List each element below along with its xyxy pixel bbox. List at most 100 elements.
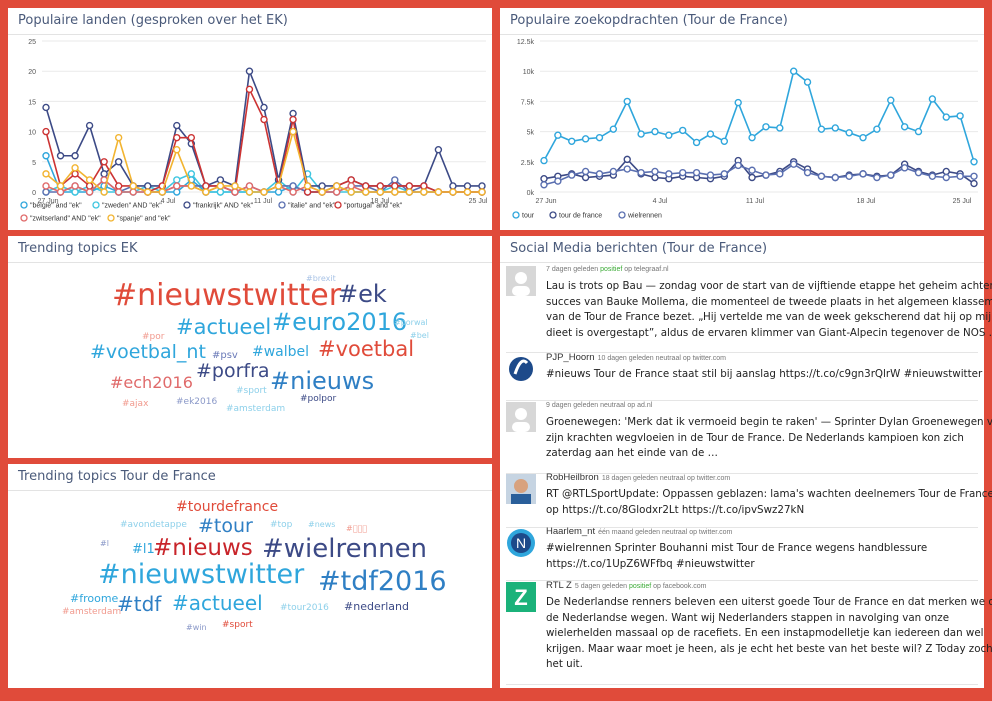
post-author[interactable]: RobHeilbron	[546, 472, 599, 483]
data-point[interactable]	[42, 127, 50, 136]
data-point[interactable]	[71, 164, 79, 172]
data-point[interactable]	[478, 188, 486, 196]
data-point[interactable]	[391, 188, 399, 196]
hashtag-word[interactable]: #nederland	[344, 600, 409, 613]
hashtag-word[interactable]: #ech2016	[110, 373, 193, 392]
post-author[interactable]: PJP_Hoorn	[546, 352, 595, 363]
data-point[interactable]	[144, 182, 152, 190]
social-post[interactable]: PJP_Hoorn 10 dagen geleden neutraal op tw…	[506, 352, 982, 401]
hashtag-word[interactable]: #nieuwstwitter	[98, 559, 305, 590]
data-point[interactable]	[942, 167, 950, 176]
hashtag-word[interactable]: #nieuws	[270, 367, 375, 395]
data-point[interactable]	[173, 146, 181, 154]
data-point[interactable]	[187, 182, 196, 190]
data-point[interactable]	[42, 170, 50, 178]
data-point[interactable]	[776, 170, 784, 178]
data-point[interactable]	[216, 188, 225, 196]
data-point[interactable]	[970, 158, 978, 166]
data-point[interactable]	[463, 182, 472, 190]
data-point[interactable]	[42, 188, 50, 196]
data-point[interactable]	[318, 182, 326, 190]
data-point[interactable]	[376, 188, 384, 196]
data-point[interactable]	[748, 173, 756, 182]
legend-label[interactable]: "spanje" and "ek"	[117, 216, 171, 223]
data-point[interactable]	[85, 182, 94, 190]
data-point[interactable]	[581, 173, 590, 182]
data-point[interactable]	[679, 126, 687, 135]
data-point[interactable]	[873, 125, 881, 133]
data-point[interactable]	[720, 137, 729, 145]
data-point[interactable]	[762, 171, 770, 179]
data-point[interactable]	[956, 112, 964, 120]
data-point[interactable]	[734, 161, 742, 170]
data-point[interactable]	[831, 124, 839, 132]
data-point[interactable]	[692, 168, 701, 177]
data-point[interactable]	[478, 182, 486, 190]
data-point[interactable]	[85, 121, 94, 130]
hashtag-word[interactable]: #tour	[198, 515, 253, 537]
data-point[interactable]	[637, 130, 645, 138]
data-point[interactable]	[900, 123, 909, 131]
data-point[interactable]	[568, 171, 576, 179]
data-point[interactable]	[679, 168, 687, 177]
hashtag-word[interactable]: #psv	[212, 350, 238, 361]
hashtag-word[interactable]: #tdf	[117, 592, 162, 616]
data-point[interactable]	[845, 172, 853, 180]
legend-label[interactable]: tour de france	[559, 213, 602, 220]
data-point[interactable]	[289, 109, 297, 118]
data-point[interactable]	[391, 176, 399, 184]
data-point[interactable]	[623, 165, 631, 173]
data-point[interactable]	[42, 152, 50, 160]
data-point[interactable]	[129, 182, 137, 190]
data-point[interactable]	[581, 167, 590, 176]
post-source[interactable]: op ad.nl	[625, 402, 653, 409]
data-point[interactable]	[405, 182, 414, 190]
data-point[interactable]	[245, 67, 254, 75]
data-point[interactable]	[260, 188, 268, 196]
data-point[interactable]	[748, 166, 756, 174]
data-point[interactable]	[831, 173, 839, 182]
post-source[interactable]: op twitter.com	[687, 529, 733, 536]
data-point[interactable]	[405, 188, 414, 196]
hashtag-word[interactable]: #polpor	[300, 394, 337, 404]
data-point[interactable]	[420, 182, 428, 190]
data-point[interactable]	[71, 188, 79, 196]
hashtag-word[interactable]: #wielrennen	[262, 534, 428, 564]
hashtag-word[interactable]: #voetbal_nt	[90, 341, 206, 363]
data-point[interactable]	[187, 133, 196, 142]
data-point[interactable]	[928, 95, 937, 103]
data-point[interactable]	[651, 173, 659, 182]
hashtag-word[interactable]: #ek2016	[176, 397, 218, 407]
data-point[interactable]	[554, 177, 562, 185]
data-point[interactable]	[347, 188, 355, 196]
data-point[interactable]	[173, 133, 181, 142]
data-point[interactable]	[391, 182, 399, 190]
hashtag-word[interactable]: #tourdefrance	[176, 499, 279, 515]
post-source[interactable]: op facebook.com	[651, 583, 707, 590]
social-post[interactable]: N Haarlem_nt één maand geleden neutraal op…	[506, 526, 978, 581]
data-point[interactable]	[970, 179, 978, 188]
data-point[interactable]	[289, 115, 297, 124]
data-point[interactable]	[362, 182, 370, 190]
data-point[interactable]	[216, 176, 225, 184]
data-point[interactable]	[173, 121, 181, 130]
hashtag-word[interactable]: #ek	[338, 280, 387, 308]
data-point[interactable]	[776, 124, 784, 132]
data-point[interactable]	[71, 170, 79, 178]
legend-label[interactable]: "zweden" AND "ek"	[102, 203, 162, 210]
post-source[interactable]: op twitter.com	[680, 355, 727, 362]
hashtag-word[interactable]: #top	[270, 520, 293, 530]
hashtag-word[interactable]: #walbel	[252, 344, 310, 360]
data-point[interactable]	[706, 130, 715, 138]
data-point[interactable]	[144, 188, 152, 196]
hashtag-word[interactable]: #tdf2016	[318, 566, 447, 597]
data-point[interactable]	[956, 172, 964, 180]
data-point[interactable]	[845, 129, 853, 137]
data-point[interactable]	[274, 182, 283, 190]
data-point[interactable]	[637, 168, 645, 177]
data-point[interactable]	[231, 188, 239, 196]
data-point[interactable]	[609, 167, 618, 176]
data-point[interactable]	[85, 176, 94, 184]
legend-label[interactable]: wielrennen	[627, 213, 662, 220]
data-point[interactable]	[100, 158, 108, 166]
